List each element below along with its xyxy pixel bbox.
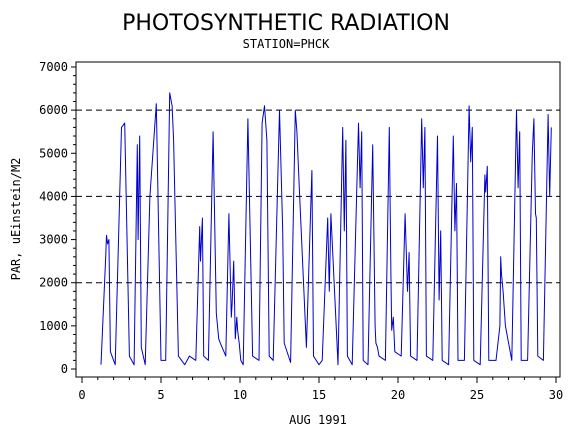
y-tick-label: 4000: [39, 189, 68, 203]
y-tick-label: 1000: [39, 319, 68, 333]
chart-title: PHOTOSYNTHETIC RADIATION: [122, 11, 450, 36]
series-layer: [100, 92, 552, 366]
plot-frame: [75, 61, 561, 378]
x-tick-label: 20: [391, 388, 405, 402]
y-tick-label: 0: [61, 362, 68, 376]
x-tick-label: 15: [312, 388, 326, 402]
series-line: [100, 92, 552, 366]
x-tick-label: 25: [470, 388, 484, 402]
x-axis-label: AUG 1991: [289, 413, 347, 427]
x-tick-label: 30: [549, 388, 563, 402]
x-axis: 0 5 10 15 20 25 30: [78, 377, 563, 402]
y-axis-label: PAR, uEinstein/M2: [9, 158, 23, 281]
y-tick-label: 3000: [39, 233, 68, 247]
y-axis: 0 1000 2000 3000 4000 5000 6000 7000: [39, 60, 76, 376]
x-tick-label: 10: [233, 388, 247, 402]
y-tick-label: 7000: [39, 60, 68, 74]
chart-subtitle: STATION=PHCK: [243, 37, 330, 51]
x-tick-label: 5: [157, 388, 164, 402]
y-tick-label: 6000: [39, 103, 68, 117]
x-tick-label: 0: [78, 388, 85, 402]
y-tick-label: 2000: [39, 276, 68, 290]
y-tick-label: 5000: [39, 146, 68, 160]
